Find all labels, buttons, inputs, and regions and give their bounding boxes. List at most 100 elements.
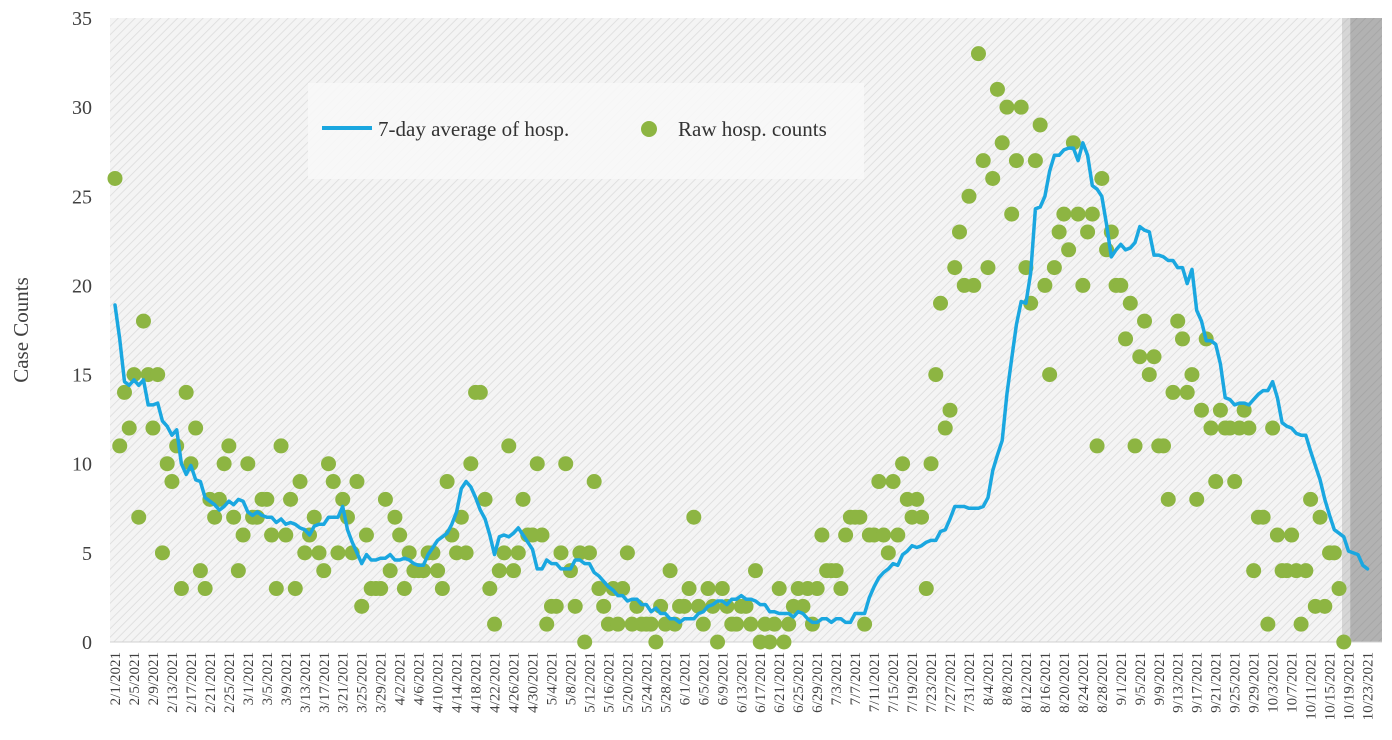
raw-count-point <box>686 509 702 525</box>
x-tick-label: 6/9/2021 <box>715 652 731 705</box>
raw-count-point <box>1260 616 1276 632</box>
x-tick-label: 2/13/2021 <box>165 652 181 713</box>
x-tick-label: 9/17/2021 <box>1190 652 1206 713</box>
raw-count-point <box>1293 616 1309 632</box>
shaded-region-rect <box>1350 18 1382 642</box>
x-tick-label: 4/30/2021 <box>526 652 542 713</box>
legend-label-raw: Raw hosp. counts <box>678 117 827 141</box>
x-tick-label: 9/13/2021 <box>1171 652 1187 713</box>
raw-count-point <box>1269 527 1285 543</box>
raw-count-point <box>121 420 137 436</box>
raw-count-point <box>1094 170 1110 186</box>
raw-count-point <box>188 420 204 436</box>
raw-count-point <box>1184 367 1200 383</box>
raw-count-point <box>491 563 507 579</box>
raw-count-point <box>240 456 256 472</box>
raw-count-point <box>349 474 365 490</box>
raw-count-point <box>662 563 678 579</box>
x-tick-label: 5/28/2021 <box>658 652 674 713</box>
raw-count-point <box>747 563 763 579</box>
raw-count-point <box>970 46 986 62</box>
raw-count-point <box>145 420 161 436</box>
x-tick-label: 10/23/2021 <box>1361 652 1377 720</box>
raw-count-point <box>173 581 189 597</box>
raw-count-point <box>947 260 963 276</box>
raw-count-point <box>1084 206 1100 222</box>
raw-count-point <box>1113 277 1129 293</box>
raw-count-point <box>914 509 930 525</box>
x-tick-label: 3/9/2021 <box>279 652 295 705</box>
raw-count-point <box>1122 295 1138 311</box>
raw-count-point <box>548 598 564 614</box>
raw-count-point <box>192 563 208 579</box>
x-tick-label: 6/17/2021 <box>753 652 769 713</box>
x-tick-label: 3/1/2021 <box>241 652 257 705</box>
raw-count-point <box>1179 384 1195 400</box>
raw-count-point <box>1336 634 1352 650</box>
raw-count-point <box>135 313 151 329</box>
raw-count-point <box>126 367 142 383</box>
raw-count-point <box>676 598 692 614</box>
raw-count-point <box>1170 313 1186 329</box>
raw-count-point <box>586 474 602 490</box>
raw-count-point <box>871 474 887 490</box>
x-tick-label: 4/2/2021 <box>393 652 409 705</box>
raw-count-point <box>1203 420 1219 436</box>
raw-count-point <box>1160 491 1176 507</box>
x-tick-label: 6/29/2021 <box>810 652 826 713</box>
raw-count-point <box>1174 331 1190 347</box>
raw-count-point <box>1008 153 1024 169</box>
raw-count-point <box>235 527 251 543</box>
raw-count-point <box>1132 349 1148 365</box>
x-tick-label: 3/5/2021 <box>260 652 276 705</box>
raw-count-point <box>975 153 991 169</box>
x-tick-label: 10/11/2021 <box>1304 652 1320 720</box>
raw-count-point <box>1284 527 1300 543</box>
raw-count-point <box>1042 367 1058 383</box>
raw-count-point <box>1004 206 1020 222</box>
raw-count-point <box>700 581 716 597</box>
raw-count-point <box>358 527 374 543</box>
raw-count-point <box>577 634 593 650</box>
raw-count-point <box>1070 206 1086 222</box>
raw-count-point <box>1241 420 1257 436</box>
raw-count-point <box>762 634 778 650</box>
raw-count-point <box>619 545 635 561</box>
raw-count-point <box>1141 367 1157 383</box>
raw-count-point <box>112 438 128 454</box>
raw-counts-series <box>107 46 1352 650</box>
x-tick-label: 6/1/2021 <box>677 652 693 705</box>
x-tick-label: 9/25/2021 <box>1228 652 1244 713</box>
x-tick-label: 10/3/2021 <box>1266 652 1282 713</box>
x-tick-label: 7/31/2021 <box>962 652 978 713</box>
raw-count-point <box>795 598 811 614</box>
raw-count-point <box>961 188 977 204</box>
raw-count-point <box>116 384 132 400</box>
x-tick-label: 8/20/2021 <box>1057 652 1073 713</box>
raw-count-point <box>1075 277 1091 293</box>
raw-count-point <box>591 581 607 597</box>
x-tick-label: 6/25/2021 <box>791 652 807 713</box>
x-tick-label: 2/21/2021 <box>203 652 219 713</box>
raw-count-point <box>382 563 398 579</box>
raw-count-point <box>1051 224 1067 240</box>
x-tick-label: 2/9/2021 <box>146 652 162 705</box>
x-tick-label: 8/12/2021 <box>1019 652 1035 713</box>
raw-count-point <box>928 367 944 383</box>
raw-count-point <box>681 581 697 597</box>
x-tick-label: 3/21/2021 <box>336 652 352 713</box>
raw-count-point <box>268 581 284 597</box>
raw-count-point <box>1298 563 1314 579</box>
raw-count-point <box>316 563 332 579</box>
raw-count-point <box>1255 509 1271 525</box>
raw-count-point <box>515 491 531 507</box>
raw-count-point <box>211 491 227 507</box>
seven-day-average-series <box>113 141 1370 625</box>
raw-count-point <box>833 581 849 597</box>
y-tick-label: 5 <box>82 543 92 565</box>
x-tick-label: 8/24/2021 <box>1076 652 1092 713</box>
x-tick-label: 7/19/2021 <box>905 652 921 713</box>
raw-count-point <box>259 491 275 507</box>
x-axis: 2/1/2021 2/5/2021 2/9/2021 2/13/2021 2/17/20… <box>108 641 1382 720</box>
x-tick-label: 3/25/2021 <box>355 652 371 713</box>
